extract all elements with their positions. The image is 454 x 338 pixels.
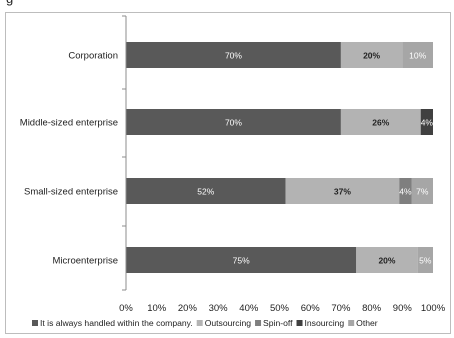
legend-label-other: Other (356, 318, 378, 328)
x-tick-label: 30% (209, 303, 229, 314)
data-label-microenterprise-it-is-always-handled-within-the-company: 75% (233, 256, 250, 266)
x-tick-label: 100% (421, 303, 446, 314)
x-tick-label: 50% (270, 303, 290, 314)
x-tick-label: 80% (362, 303, 382, 314)
x-tick-label: 70% (331, 303, 351, 314)
legend: It is always handled within the company.… (32, 318, 378, 328)
bar-corporation-other (402, 42, 433, 68)
bar-microenterprise-it-is-always-handled-within-the-company (126, 247, 357, 273)
bar-microenterprise-outsourcing (356, 247, 418, 273)
x-tick-label: 10% (147, 303, 167, 314)
legend-swatch-insourcing (296, 320, 303, 326)
bar-middle-sized-enterprise-insourcing (420, 109, 433, 135)
labels-layer: 70% 20% 10% 70% 26% 4% 52% 37% 4% 7% 75% 20% 5% (197, 51, 433, 266)
axis-layer: Corporation Middle-sized enterprise Small-… (20, 15, 446, 314)
legend-swatch-other (348, 320, 355, 326)
bar-middle-sized-enterprise-outsourcing (340, 109, 421, 135)
legend-label-it-is-always-handled-within-the-company: It is always handled within the company. (40, 318, 193, 328)
legend-swatch-it-is-always-handled-within-the-company (32, 320, 38, 326)
data-label-corporation-outsourcing: 20% (363, 51, 380, 61)
category-label-small-sized-enterprise: Small-sized enterprise (24, 187, 118, 198)
x-tick-label: 0% (119, 303, 133, 314)
data-label-small-sized-enterprise-it-is-always-handled-within-the-company: 52% (197, 187, 214, 197)
bar-small-sized-enterprise-outsourcing (285, 178, 400, 204)
x-tick-label: 40% (239, 303, 259, 314)
clipped-heading-text: g (6, 0, 13, 6)
chart-frame (5, 12, 451, 334)
x-tick-label: 60% (301, 303, 321, 314)
clipped-heading: g (0, 0, 454, 8)
category-label-middle-sized-enterprise: Middle-sized enterprise (20, 118, 118, 129)
bar-corporation-it-is-always-handled-within-the-company (126, 42, 341, 68)
x-tick-label: 90% (393, 303, 413, 314)
data-label-small-sized-enterprise-outsourcing: 37% (334, 187, 351, 197)
legend-swatch-spin-off (255, 320, 262, 326)
data-label-corporation-other: 10% (409, 51, 426, 61)
legend-label-outsourcing: Outsourcing (205, 318, 252, 328)
bar-middle-sized-enterprise-it-is-always-handled-within-the-company (126, 109, 341, 135)
bar-corporation-outsourcing (340, 42, 403, 68)
data-label-middle-sized-enterprise-insourcing: 4% (421, 118, 434, 128)
bar-microenterprise-other (417, 247, 433, 273)
legend-label-insourcing: Insourcing (305, 318, 345, 328)
data-label-middle-sized-enterprise-outsourcing: 26% (372, 118, 389, 128)
x-tick-label: 20% (178, 303, 198, 314)
data-label-small-sized-enterprise-spin-off: 4% (399, 187, 412, 197)
bar-small-sized-enterprise-other (411, 178, 433, 204)
data-label-middle-sized-enterprise-it-is-always-handled-within-the-company: 70% (225, 118, 242, 128)
category-label-microenterprise: Microenterprise (53, 256, 118, 267)
legend-label-spin-off: Spin-off (263, 318, 293, 328)
legend-swatch-outsourcing (196, 320, 203, 326)
bar-small-sized-enterprise-it-is-always-handled-within-the-company (126, 178, 286, 204)
data-label-small-sized-enterprise-other: 7% (416, 187, 429, 197)
data-label-microenterprise-other: 5% (419, 256, 432, 266)
data-label-corporation-it-is-always-handled-within-the-company: 70% (225, 51, 242, 61)
category-label-corporation: Corporation (68, 51, 118, 62)
data-label-microenterprise-outsourcing: 20% (378, 256, 395, 266)
bars-layer (126, 42, 433, 273)
bar-small-sized-enterprise-spin-off (399, 178, 412, 204)
